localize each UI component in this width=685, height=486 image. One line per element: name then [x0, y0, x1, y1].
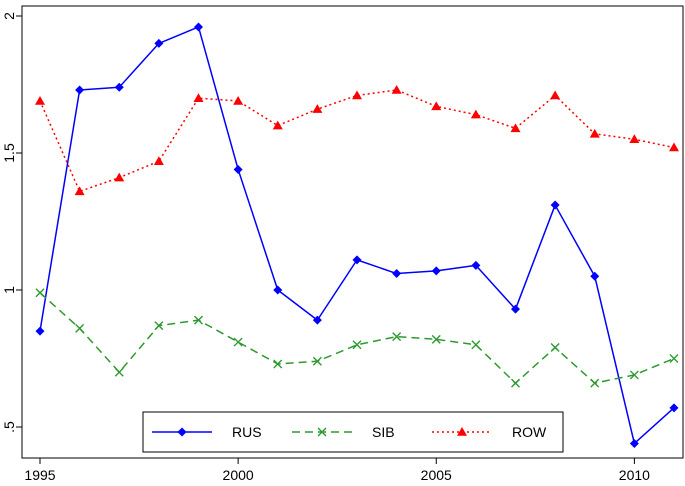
rus-point: [114, 82, 124, 92]
row-point: [114, 172, 125, 182]
rus-point: [431, 266, 441, 276]
row-point: [35, 95, 45, 105]
row-point: [352, 90, 362, 100]
sib-point: [511, 378, 520, 388]
row-point: [233, 95, 244, 105]
y-tick-label: 1.5: [1, 143, 17, 163]
sib-point: [550, 343, 560, 353]
rus-point: [75, 85, 85, 95]
legend: RUS SIB ROW: [142, 411, 564, 453]
sib-point: [35, 288, 45, 298]
row-point: [272, 120, 283, 130]
row-point: [391, 84, 402, 94]
legend-marker-sib: [317, 427, 327, 437]
legend-box: [142, 411, 564, 453]
row-point: [470, 109, 481, 119]
sib-point: [590, 378, 600, 388]
rus-point: [590, 271, 600, 281]
row-point: [669, 142, 679, 152]
sib-point: [352, 340, 362, 350]
legend-label-sib: SIB: [372, 424, 395, 440]
series-row: [35, 84, 679, 196]
sib-point: [471, 340, 481, 350]
sib-point: [669, 354, 679, 363]
sib-point: [114, 367, 124, 377]
rus-point: [35, 326, 45, 336]
sib-point: [154, 321, 164, 331]
sib-point: [194, 315, 203, 325]
sib-point: [75, 323, 85, 333]
x-tick-label: 2000: [223, 467, 254, 483]
row-point: [153, 156, 164, 165]
rus-point: [194, 22, 203, 32]
series-sib: [35, 288, 679, 388]
x-tick-label: 2010: [619, 467, 650, 483]
sib-point: [233, 337, 243, 347]
rus-point: [154, 38, 164, 48]
y-axis: .5 1 1.5 2: [1, 12, 22, 433]
sib-point: [312, 356, 322, 366]
row-point: [312, 104, 323, 113]
row-point: [510, 123, 521, 133]
y-tick-label: 1: [1, 286, 17, 294]
x-tick-label: 1995: [24, 467, 55, 483]
rus-point: [352, 255, 362, 265]
sib-point: [431, 334, 441, 344]
series-rus: [35, 22, 679, 448]
y-tick-label: .5: [1, 421, 17, 433]
sib-point: [273, 359, 283, 369]
rus-point: [511, 304, 520, 314]
rus-point: [273, 285, 283, 295]
series-layer: [35, 22, 679, 448]
row-point: [550, 90, 561, 100]
rus-point: [312, 315, 322, 325]
row-point: [74, 186, 85, 196]
rus-point: [550, 200, 560, 210]
rus-point: [392, 269, 402, 279]
sib-point: [629, 370, 639, 380]
rus-point: [471, 260, 481, 270]
legend-marker-row: [457, 427, 467, 436]
row-point: [629, 134, 640, 144]
row-point: [193, 93, 204, 102]
row-point: [589, 128, 600, 138]
x-tick-label: 2005: [421, 467, 452, 483]
legend-marker-rus: [177, 427, 187, 437]
legend-label-row: ROW: [512, 424, 547, 440]
y-tick-label: 2: [1, 12, 17, 20]
rus-point: [629, 438, 639, 448]
plot-frame: [21, 5, 684, 459]
sib-point: [392, 332, 402, 342]
legend-label-rus: RUS: [232, 424, 262, 440]
rus-point: [669, 403, 679, 413]
row-point: [431, 101, 442, 111]
rus-point: [233, 164, 243, 174]
x-axis: 1995 2000 2005 2010: [24, 458, 650, 483]
